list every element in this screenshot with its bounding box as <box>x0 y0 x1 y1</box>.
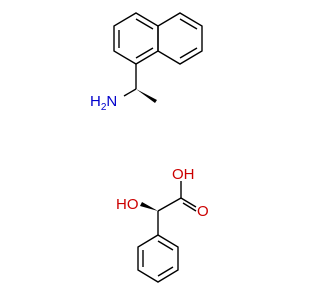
ring <box>157 12 203 65</box>
double-bond <box>180 197 197 208</box>
benzene <box>137 234 179 283</box>
double-bond <box>179 47 198 59</box>
atom-h: H <box>90 93 101 110</box>
bond <box>123 88 137 97</box>
double-bond <box>157 240 174 251</box>
double-bond <box>182 202 197 212</box>
amine-label: H2N <box>90 93 117 113</box>
naphthalene <box>113 12 203 65</box>
atom-n: N <box>106 93 117 110</box>
double-bond <box>179 18 198 30</box>
subscript: 2 <box>101 102 107 113</box>
wedge-bond <box>140 202 158 211</box>
double-bond <box>135 18 154 30</box>
bond <box>157 197 182 212</box>
double-bond <box>135 47 154 59</box>
wedge-bond <box>136 89 157 103</box>
atom-label: O <box>197 203 209 220</box>
structure-diagram: H2N HO OH O <box>90 12 209 283</box>
atom-label: OH <box>172 166 195 183</box>
ring <box>113 12 159 65</box>
ring <box>137 234 179 283</box>
double-bond <box>157 266 174 277</box>
atom-label: HO <box>116 196 139 213</box>
